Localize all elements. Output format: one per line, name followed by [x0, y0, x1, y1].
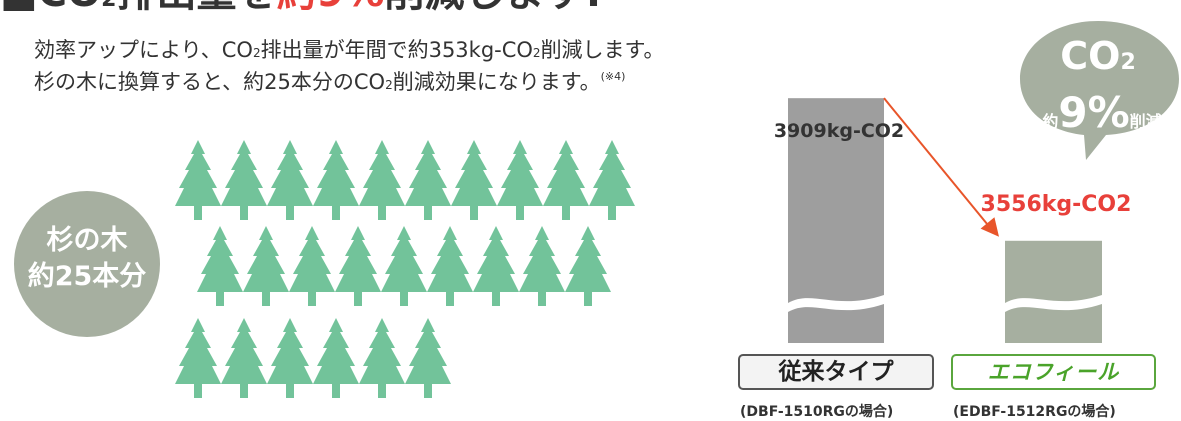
- tree-icon: [381, 226, 427, 306]
- category-label-eco: エコフィール: [951, 354, 1156, 390]
- bubble-percent: 約9%削減: [1042, 88, 1162, 137]
- page-heading: ■CO2排出量を約9%削減します!: [0, 0, 880, 16]
- model-note-eco: (EDBF-1512RGの場合): [953, 404, 1116, 420]
- tree-icon: [335, 226, 381, 306]
- tree-icon: [519, 226, 565, 306]
- tree-icon: [565, 226, 611, 306]
- tree-icon: [267, 318, 313, 398]
- tree-icon: [267, 140, 313, 220]
- axis-break-mark: [1005, 295, 1102, 312]
- tree-icon: [497, 140, 543, 220]
- tree-icon: [289, 226, 335, 306]
- bubble-co2-label: CO2: [1060, 34, 1136, 78]
- description-line-2: 杉の木に換算すると、約25本分のCO2削減効果になります。(※4): [34, 70, 626, 94]
- tree-icon: [589, 140, 635, 220]
- footnote-marker: (※4): [600, 70, 626, 83]
- bar-eco: [1005, 240, 1102, 343]
- description-line-1: 効率アップにより、CO2排出量が年間で約353kg-CO2削減します。: [34, 38, 665, 62]
- tree-icon: [313, 140, 359, 220]
- tree-icon: [543, 140, 589, 220]
- tree-icon: [451, 140, 497, 220]
- tree-icon: [243, 226, 289, 306]
- value-label-eco: 3556kg-CO2: [981, 192, 1132, 217]
- tree-icon: [427, 226, 473, 306]
- value-label-conventional: 3909kg-CO2: [774, 120, 904, 142]
- trees-badge-text: 杉の木 約25本分: [27, 225, 147, 292]
- tree-icon: [175, 318, 221, 398]
- category-label-conventional: 従来タイプ: [738, 354, 934, 390]
- tree-icon: [405, 318, 451, 398]
- tree-icon: [197, 226, 243, 306]
- tree-icon: [405, 140, 451, 220]
- tree-icon: [359, 140, 405, 220]
- trees-badge: [14, 191, 160, 337]
- tree-icon: [473, 226, 519, 306]
- axis-break-mark: [788, 295, 884, 312]
- model-note-conventional: (DBF-1510RGの場合): [740, 404, 894, 420]
- tree-icon: [221, 318, 267, 398]
- reduction-arrow: [883, 97, 999, 237]
- tree-icon: [359, 318, 405, 398]
- tree-icon: [175, 140, 221, 220]
- tree-icon: [313, 318, 359, 398]
- speech-bubble: [1020, 21, 1179, 160]
- tree-icon: [221, 140, 267, 220]
- heading-highlight: 約9%: [276, 0, 384, 16]
